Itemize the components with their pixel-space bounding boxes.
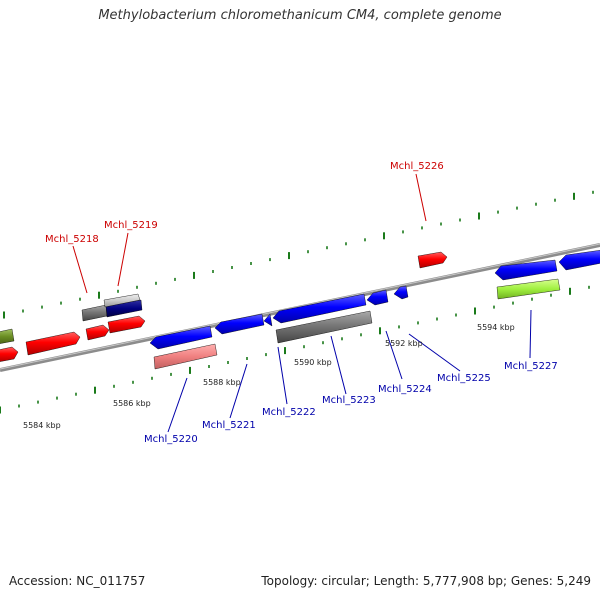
gene-label-mchl-5227[interactable]: Mchl_5227 [504, 361, 558, 372]
map-title: Methylobacterium chloromethanicum CM4, c… [98, 8, 502, 23]
gene-label-mchl-5222[interactable]: Mchl_5222 [262, 407, 316, 418]
gene-olive-partial[interactable] [0, 328, 15, 344]
genome-summary-text: Topology: circular; Length: 5,777,908 bp… [261, 574, 591, 588]
gene-lightgrey-mchl-5219[interactable] [103, 293, 141, 308]
gene-label-mchl-5218[interactable]: Mchl_5218 [45, 234, 99, 245]
connector-mchl-5220 [167, 377, 188, 433]
kbp-label: 5590 kbp [294, 358, 332, 367]
gene-red-short[interactable] [85, 324, 110, 341]
forward-strand-genes [0, 251, 448, 362]
reverse-gene-labels: Mchl_5220 Mchl_5221 Mchl_5222 Mchl_5223 … [144, 361, 558, 445]
connector-mchl-5221 [229, 363, 248, 419]
connector-mchl-5227 [529, 309, 532, 359]
connector-mchl-5218 [72, 245, 88, 294]
gene-red-long[interactable] [25, 331, 81, 356]
scale-labels: 5584 kbp 5586 kbp 5588 kbp 5590 kbp 5592… [23, 323, 515, 430]
outer-tick-track [3, 190, 594, 319]
gene-label-mchl-5221[interactable]: Mchl_5221 [202, 420, 256, 431]
gene-pink-mchl-5220[interactable] [153, 343, 218, 370]
gene-red-mchl-5226[interactable] [417, 251, 448, 269]
kbp-label: 5586 kbp [113, 399, 151, 408]
gene-label-mchl-5226[interactable]: Mchl_5226 [390, 161, 444, 172]
connector-mchl-5219 [117, 232, 129, 287]
gene-grey-mchl-5218[interactable] [81, 304, 108, 322]
connector-mchl-5223 [330, 335, 347, 395]
kbp-label: 5592 kbp [385, 339, 423, 348]
forward-gene-labels: Mchl_5218 Mchl_5219 Mchl_5226 [45, 161, 444, 245]
gene-label-mchl-5224[interactable]: Mchl_5224 [378, 384, 432, 395]
gene-label-mchl-5220[interactable]: Mchl_5220 [144, 434, 198, 445]
reverse-label-connectors [167, 309, 532, 433]
gene-blue-mchl-5221[interactable] [214, 313, 265, 335]
kbp-label: 5588 kbp [203, 378, 241, 387]
genome-backbone-highlight [0, 243, 600, 370]
gene-grey-mchl-5223[interactable] [275, 310, 373, 344]
gene-blue-mchl-5227-a[interactable] [494, 259, 558, 281]
forward-label-connectors [72, 173, 427, 294]
inner-tick-track [0, 285, 590, 414]
gene-label-mchl-5223[interactable]: Mchl_5223 [322, 395, 376, 406]
kbp-label: 5584 kbp [23, 421, 61, 430]
gene-blue-mchl-5224[interactable] [366, 289, 389, 306]
gene-blue-mchl-5222[interactable] [272, 293, 367, 324]
gene-label-mchl-5225[interactable]: Mchl_5225 [437, 373, 491, 384]
connector-mchl-5224 [385, 330, 403, 380]
gene-lime-mchl-5227[interactable] [496, 278, 561, 300]
connector-mchl-5225 [408, 333, 461, 372]
gene-blue-mchl-5220[interactable] [149, 325, 213, 350]
reverse-strand-genes [149, 250, 600, 370]
gene-label-mchl-5219[interactable]: Mchl_5219 [104, 220, 158, 231]
gene-red-edge[interactable] [0, 346, 19, 362]
gene-blue-mchl-5225[interactable] [393, 285, 409, 300]
kbp-label: 5594 kbp [477, 323, 515, 332]
connector-mchl-5222 [277, 346, 288, 405]
gene-red-mchl-5219[interactable] [107, 315, 146, 334]
gene-blue-mchl-5222-small[interactable] [263, 313, 273, 327]
accession-text: Accession: NC_011757 [9, 574, 146, 588]
connector-mchl-5226 [415, 173, 427, 222]
gene-blue-partial-right[interactable] [558, 250, 600, 271]
